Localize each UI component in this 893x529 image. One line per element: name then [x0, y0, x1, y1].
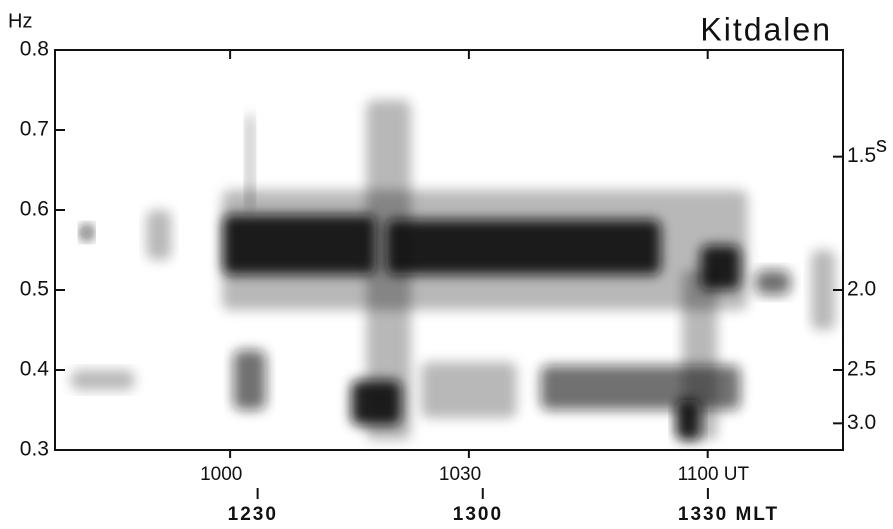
y-tick-label: 0.4	[20, 358, 50, 381]
spectral-blob	[233, 350, 266, 410]
spectral-blob	[675, 400, 701, 440]
spectral-blob	[81, 225, 93, 240]
y2-tick-label: 1.5	[847, 144, 876, 167]
y2-tick-label: 2.5	[847, 358, 876, 381]
x2-tick-label: 1330 MLT	[678, 504, 779, 525]
y2-tick-label: 3.0	[847, 411, 876, 434]
y-tick-label: 0.3	[20, 438, 49, 461]
chart-title: Kitdalen	[700, 11, 832, 47]
x2-tick-label: 1300	[453, 504, 503, 525]
spectrogram	[70, 100, 836, 440]
y-axis-label: Hz	[8, 10, 32, 32]
y-tick-label: 0.5	[20, 278, 49, 301]
y-tick-label: 0.8	[20, 38, 49, 61]
spectral-blob	[351, 380, 402, 426]
spectral-blob	[70, 370, 135, 390]
spectral-blob	[700, 245, 741, 290]
y-tick-label: 0.6	[20, 198, 49, 221]
spectral-blob	[246, 114, 254, 210]
x-tick-label: 1100 UT	[678, 464, 750, 485]
spectral-blob	[811, 250, 836, 330]
y-tick-label: 0.7	[20, 118, 49, 141]
spectral-blob	[755, 270, 791, 295]
x2-tick-label: 1230	[228, 504, 278, 525]
x-tick-label: 1000	[200, 464, 242, 485]
spectral-blob	[386, 219, 661, 275]
x-tick-label: 1030	[439, 464, 481, 485]
y2-axis-label: s	[876, 132, 887, 157]
spectral-blob	[421, 362, 517, 418]
spectral-blob	[222, 214, 376, 275]
y2-tick-label: 2.0	[847, 278, 876, 301]
spectral-blob	[146, 210, 172, 260]
plot-frame	[54, 49, 844, 451]
spectral-blob	[540, 365, 741, 410]
